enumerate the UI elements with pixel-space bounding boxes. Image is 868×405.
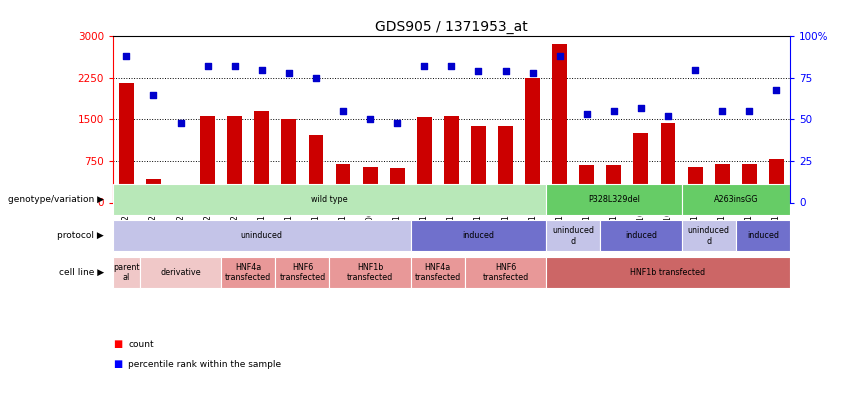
Bar bbox=[736, 220, 790, 252]
Text: cell line ▶: cell line ▶ bbox=[59, 268, 104, 277]
Bar bbox=[552, 44, 567, 203]
Point bbox=[282, 70, 296, 76]
Text: uninduced
d: uninduced d bbox=[552, 226, 595, 245]
Bar bbox=[579, 165, 595, 202]
Text: induced: induced bbox=[463, 231, 495, 241]
Bar bbox=[201, 115, 215, 202]
Point bbox=[580, 111, 594, 118]
Bar bbox=[634, 133, 648, 202]
Point bbox=[255, 66, 269, 73]
Point bbox=[688, 66, 702, 73]
Point bbox=[120, 53, 134, 60]
Text: parent
al: parent al bbox=[113, 263, 140, 282]
Text: HNF4a
transfected: HNF4a transfected bbox=[225, 263, 272, 282]
Bar bbox=[336, 164, 351, 202]
Bar bbox=[742, 164, 757, 202]
Text: HNF4a
transfected: HNF4a transfected bbox=[415, 263, 461, 282]
Point bbox=[661, 113, 675, 119]
Point bbox=[498, 68, 512, 75]
Bar bbox=[119, 83, 134, 202]
Bar bbox=[227, 115, 242, 202]
Bar bbox=[113, 184, 546, 215]
Bar bbox=[525, 78, 540, 202]
Bar bbox=[607, 165, 621, 202]
Bar bbox=[465, 257, 546, 288]
Title: GDS905 / 1371953_at: GDS905 / 1371953_at bbox=[375, 20, 528, 34]
Text: A263insGG: A263insGG bbox=[713, 195, 758, 204]
Bar bbox=[363, 167, 378, 202]
Bar bbox=[330, 257, 411, 288]
Point bbox=[715, 108, 729, 115]
Bar bbox=[146, 179, 161, 202]
Bar bbox=[681, 220, 736, 252]
Bar bbox=[661, 124, 675, 202]
Point bbox=[553, 53, 567, 60]
Point bbox=[634, 104, 648, 111]
Bar bbox=[681, 184, 790, 215]
Point bbox=[418, 63, 431, 70]
Bar bbox=[275, 257, 330, 288]
Point bbox=[336, 108, 350, 115]
Bar bbox=[714, 164, 730, 202]
Point bbox=[607, 108, 621, 115]
Bar bbox=[546, 220, 601, 252]
Point bbox=[769, 86, 783, 93]
Point bbox=[363, 116, 377, 123]
Bar bbox=[281, 119, 296, 202]
Text: protocol ▶: protocol ▶ bbox=[57, 231, 104, 241]
Text: HNF6
transfected: HNF6 transfected bbox=[483, 263, 529, 282]
Bar bbox=[601, 220, 681, 252]
Text: HNF6
transfected: HNF6 transfected bbox=[279, 263, 326, 282]
Point bbox=[227, 63, 241, 70]
Bar bbox=[308, 135, 324, 202]
Text: HNF1b
transfected: HNF1b transfected bbox=[347, 263, 393, 282]
Point bbox=[147, 92, 161, 98]
Text: derivative: derivative bbox=[161, 268, 201, 277]
Point bbox=[444, 63, 458, 70]
Text: percentile rank within the sample: percentile rank within the sample bbox=[128, 360, 281, 369]
Bar bbox=[444, 116, 459, 202]
Bar bbox=[221, 257, 275, 288]
Bar bbox=[254, 111, 269, 202]
Bar bbox=[546, 184, 681, 215]
Bar bbox=[173, 184, 188, 202]
Bar bbox=[417, 117, 431, 202]
Bar bbox=[140, 257, 221, 288]
Text: wild type: wild type bbox=[312, 195, 348, 204]
Text: ■: ■ bbox=[113, 360, 122, 369]
Text: HNF1b transfected: HNF1b transfected bbox=[630, 268, 706, 277]
Bar bbox=[411, 257, 465, 288]
Bar bbox=[769, 159, 784, 202]
Text: P328L329del: P328L329del bbox=[588, 195, 640, 204]
Point bbox=[742, 108, 756, 115]
Point bbox=[471, 68, 485, 75]
Text: count: count bbox=[128, 340, 155, 349]
Bar bbox=[546, 257, 790, 288]
Text: ■: ■ bbox=[113, 339, 122, 349]
Point bbox=[309, 75, 323, 81]
Bar bbox=[471, 126, 486, 202]
Text: uninduced
d: uninduced d bbox=[687, 226, 730, 245]
Bar bbox=[498, 126, 513, 202]
Point bbox=[391, 119, 404, 126]
Text: uninduced: uninduced bbox=[240, 231, 283, 241]
Bar bbox=[687, 167, 702, 202]
Text: induced: induced bbox=[625, 231, 657, 241]
Text: induced: induced bbox=[746, 231, 779, 241]
Point bbox=[174, 119, 187, 126]
Text: genotype/variation ▶: genotype/variation ▶ bbox=[8, 195, 104, 204]
Bar bbox=[390, 168, 404, 202]
Bar bbox=[411, 220, 546, 252]
Bar bbox=[113, 257, 140, 288]
Bar bbox=[113, 220, 411, 252]
Point bbox=[201, 63, 214, 70]
Point bbox=[526, 70, 540, 76]
